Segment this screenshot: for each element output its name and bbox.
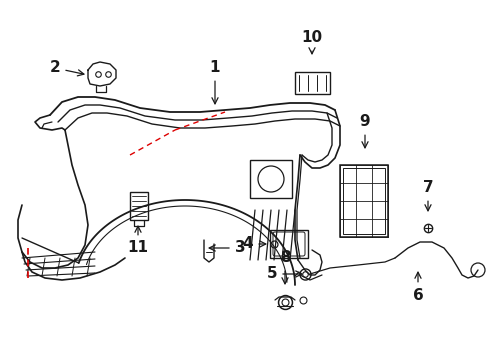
Text: 9: 9	[359, 114, 369, 148]
Bar	[339, 165, 387, 237]
Bar	[294, 72, 329, 94]
Text: 10: 10	[301, 31, 322, 54]
Text: 1: 1	[209, 60, 220, 104]
Text: 6: 6	[412, 272, 423, 302]
Text: 5: 5	[266, 266, 301, 282]
Text: 7: 7	[422, 180, 432, 211]
Text: 3: 3	[209, 240, 245, 256]
Bar	[249, 160, 291, 198]
Bar	[342, 168, 384, 234]
Text: 4: 4	[242, 237, 265, 252]
Text: 11: 11	[127, 226, 148, 256]
Text: 8: 8	[279, 251, 290, 284]
Text: 2: 2	[49, 60, 84, 76]
Bar	[130, 192, 148, 220]
Bar	[269, 230, 307, 258]
